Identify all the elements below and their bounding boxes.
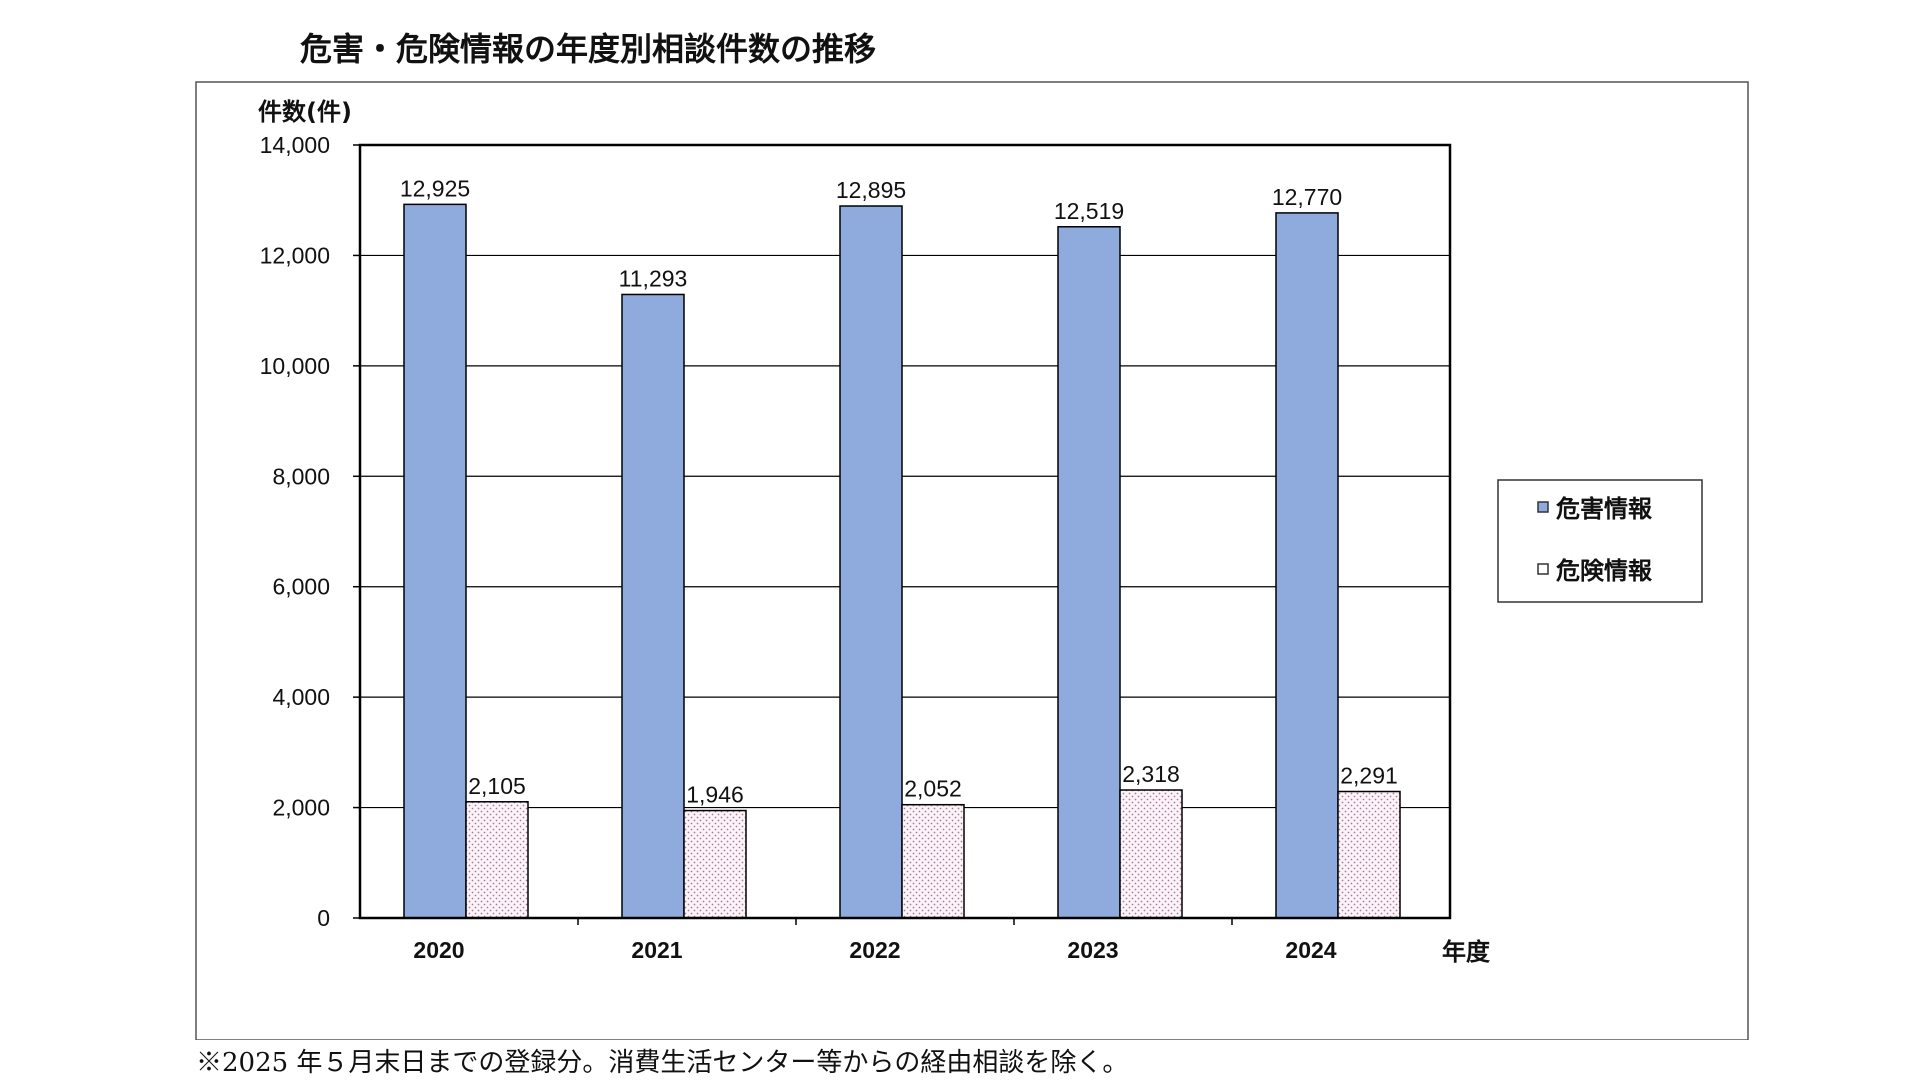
x-tick-label-2020: 2020	[413, 937, 464, 963]
data-label-危険情報-2022: 2,052	[904, 776, 962, 802]
y-tick-label-2000: 2,000	[272, 795, 330, 821]
x-tick-label-2023: 2023	[1067, 937, 1118, 963]
plot-area	[360, 145, 1450, 918]
y-tick-label-10000: 10,000	[260, 353, 330, 379]
chart-title: 危害・危険情報の年度別相談件数の推移	[300, 30, 877, 68]
x-tick-label-2021: 2021	[631, 937, 682, 963]
y-axis-title: 件数(件)	[258, 98, 352, 126]
bar-危険情報-2022	[901, 803, 965, 919]
legend-label-危害情報: 危害情報	[1556, 495, 1653, 523]
legend-box	[1497, 479, 1703, 603]
x-tick-label-2022: 2022	[849, 937, 900, 963]
bar-危険情報-2021	[683, 809, 747, 919]
plot-border	[358, 143, 1452, 920]
bar-危険情報-2024	[1337, 790, 1401, 919]
bar-危害情報-2024	[1275, 212, 1339, 919]
y-tick-label-4000: 4,000	[272, 684, 330, 710]
bar-危害情報-2023	[1057, 226, 1121, 919]
data-label-危険情報-2020: 2,105	[468, 773, 526, 799]
y-tick-label-12000: 12,000	[260, 242, 330, 268]
data-label-危険情報-2021: 1,946	[686, 782, 744, 808]
bar-危害情報-2020	[403, 203, 467, 919]
data-label-危害情報-2023: 12,519	[1054, 198, 1124, 224]
y-tick-label-6000: 6,000	[272, 574, 330, 600]
data-label-危害情報-2020: 12,925	[400, 175, 470, 201]
data-label-危険情報-2023: 2,318	[1122, 761, 1180, 787]
bar-危害情報-2021	[621, 293, 685, 919]
y-tick-label-8000: 8,000	[272, 463, 330, 489]
data-label-危害情報-2021: 11,293	[619, 265, 688, 291]
legend-swatch-危害情報	[1537, 501, 1549, 513]
footnote: ※2025 年５月末日までの登録分。消費生活センター等からの経由相談を除く。	[196, 1048, 1129, 1078]
data-label-危険情報-2024: 2,291	[1340, 763, 1398, 789]
legend: 危害情報 危険情報	[1497, 479, 1703, 603]
bar-chart: 12,925 2,105 11,293 1,946 12,895 2,052 12,519 2…	[195, 81, 1749, 1040]
x-tick-label-2024: 2024	[1285, 937, 1336, 963]
bar-危害情報-2022	[839, 205, 903, 919]
legend-label-危険情報: 危険情報	[1556, 557, 1653, 585]
y-tick-label-0: 0	[317, 905, 330, 931]
legend-swatch-危険情報	[1537, 563, 1549, 575]
data-label-危害情報-2024: 12,770	[1272, 184, 1342, 210]
y-tick-label-14000: 14,000	[260, 132, 330, 158]
bar-危険情報-2020	[465, 801, 529, 919]
bar-危険情報-2023	[1119, 789, 1183, 919]
chart-frame	[195, 81, 1749, 1040]
x-axis-title: 年度	[1442, 938, 1491, 966]
data-label-危害情報-2022: 12,895	[836, 177, 906, 203]
